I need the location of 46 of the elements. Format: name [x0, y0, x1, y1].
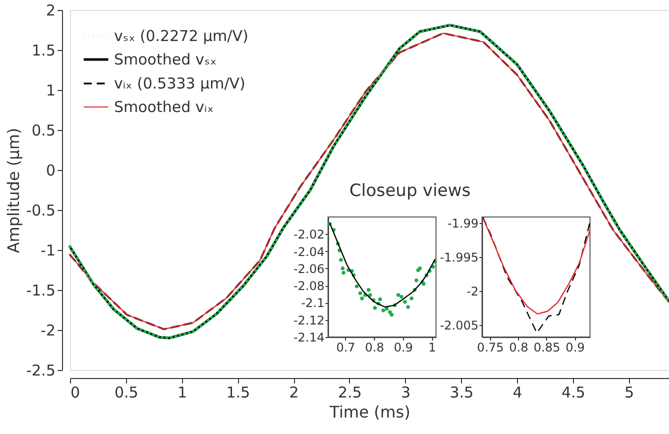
y-tick-label: 1.5: [32, 42, 56, 60]
legend-label: vₛₓ (0.2272 µm/V): [114, 27, 248, 45]
y-tick-label: -2.06: [293, 262, 324, 276]
y-tick-label: 2: [46, 2, 56, 20]
x-tick-label: 0.7: [336, 340, 356, 354]
y-tick-label: 0.5: [32, 122, 56, 140]
x-tick-label: 3: [400, 384, 411, 402]
y-tick-label: -1.5: [26, 282, 56, 300]
y-tick-label: -2: [466, 284, 478, 298]
y-tick-label: 1: [46, 82, 56, 100]
x-axis-title: Time (ms): [328, 402, 410, 422]
y-tick-label: -2.5: [26, 362, 56, 380]
x-tick-label: 0.75: [477, 340, 504, 354]
x-tick-label: 5: [624, 384, 634, 402]
y-tick-label: -2.08: [293, 279, 324, 294]
y-tick-label: -1.995: [440, 250, 478, 264]
y-tick-label: -2.02: [293, 228, 324, 242]
y-tick-label: -2.1: [301, 296, 324, 310]
y-axis-title: Amplitude (µm): [4, 128, 24, 254]
x-tick-label: 0.8: [365, 340, 384, 354]
x-tick-label: 0.8: [509, 340, 528, 354]
y-tick-label: -2.04: [293, 244, 324, 259]
y-tick-label: -1: [40, 242, 56, 260]
x-tick-label: 1: [428, 340, 436, 354]
x-tick-label: 1.5: [226, 384, 250, 402]
x-tick-label: 0.5: [114, 384, 138, 402]
y-tick-label: -2.14: [293, 330, 324, 344]
x-tick-label: 3.5: [450, 384, 474, 402]
x-tick-label: 2.5: [338, 384, 362, 402]
legend-label: Smoothed vᵢₓ: [114, 98, 214, 116]
x-tick-label: 4.5: [561, 384, 586, 402]
x-tick-label: 0.9: [394, 340, 413, 354]
y-tick-label: -2: [40, 322, 56, 340]
legend-label: vᵢₓ (0.5333 µm/V): [114, 74, 246, 92]
x-tick-label: 0.9: [566, 340, 585, 354]
y-tick-label: -1.99: [447, 216, 478, 231]
legend-label: Smoothed vₛₓ: [114, 50, 217, 68]
y-tick-label: -2.005: [440, 318, 478, 332]
y-tick-label: -2.12: [293, 313, 324, 328]
y-tick-label: 0: [46, 162, 56, 180]
y-tick-label: -0.5: [26, 202, 56, 220]
x-tick-label: 0.85: [534, 340, 560, 354]
x-tick-label: 1: [177, 384, 188, 402]
x-tick-label: 0: [70, 384, 80, 402]
annotation: Closeup views: [349, 181, 471, 201]
x-tick-label: 4: [512, 384, 522, 402]
